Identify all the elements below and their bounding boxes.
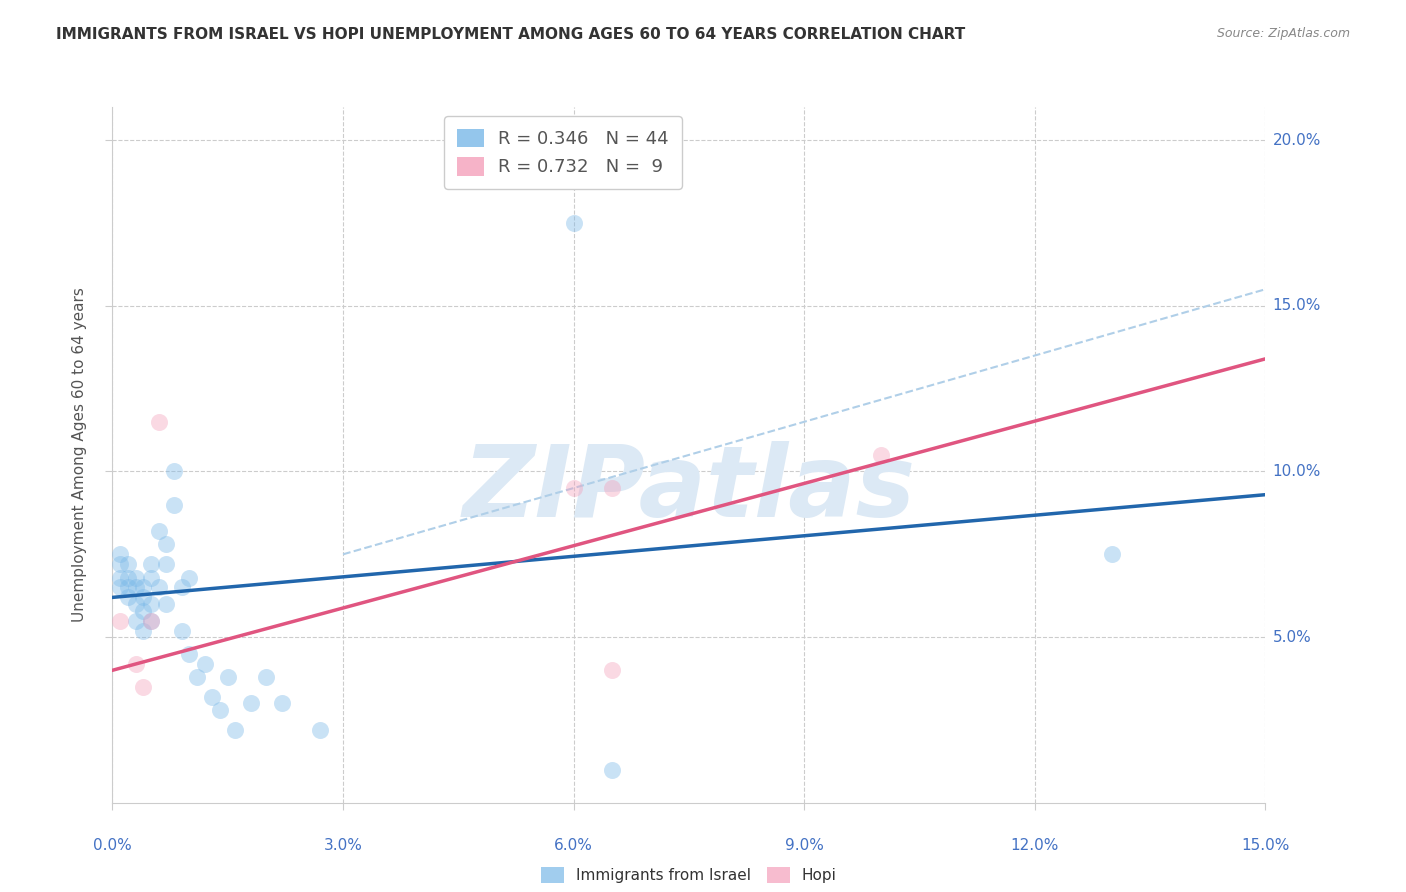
Point — [124, 597, 146, 611]
Point — [170, 581, 193, 595]
Point — [600, 663, 623, 677]
Point — [179, 647, 201, 661]
Point — [124, 570, 146, 584]
Point — [117, 591, 139, 605]
Point — [132, 581, 155, 595]
Point — [139, 614, 162, 628]
Point — [194, 657, 217, 671]
Point — [139, 597, 162, 611]
Point — [870, 448, 893, 462]
Point — [254, 670, 277, 684]
Legend: Immigrants from Israel, Hopi: Immigrants from Israel, Hopi — [531, 858, 846, 892]
Point — [170, 624, 193, 638]
Point — [179, 570, 201, 584]
Point — [224, 723, 246, 737]
Point — [1101, 547, 1123, 561]
Point — [132, 591, 155, 605]
Point — [124, 657, 146, 671]
Point — [124, 614, 146, 628]
Point — [108, 614, 131, 628]
Point — [201, 690, 224, 704]
Point — [108, 547, 131, 561]
Text: 15.0%: 15.0% — [1272, 298, 1320, 313]
Point — [117, 558, 139, 572]
Text: 10.0%: 10.0% — [1272, 464, 1320, 479]
Point — [132, 624, 155, 638]
Point — [108, 570, 131, 584]
Text: 3.0%: 3.0% — [323, 838, 363, 854]
Point — [139, 570, 162, 584]
Point — [209, 703, 232, 717]
Point — [124, 581, 146, 595]
Text: 9.0%: 9.0% — [785, 838, 824, 854]
Text: 15.0%: 15.0% — [1241, 838, 1289, 854]
Point — [163, 465, 186, 479]
Y-axis label: Unemployment Among Ages 60 to 64 years: Unemployment Among Ages 60 to 64 years — [72, 287, 87, 623]
Point — [155, 597, 177, 611]
Point — [148, 415, 170, 429]
Point — [108, 558, 131, 572]
Point — [239, 697, 262, 711]
Point — [600, 481, 623, 495]
Text: ZIPatlas: ZIPatlas — [463, 442, 915, 538]
Point — [186, 670, 208, 684]
Point — [155, 558, 177, 572]
Point — [139, 558, 162, 572]
Point — [270, 697, 292, 711]
Point — [562, 216, 585, 230]
Point — [132, 604, 155, 618]
Point — [217, 670, 239, 684]
Point — [117, 581, 139, 595]
Point — [600, 763, 623, 777]
Text: IMMIGRANTS FROM ISRAEL VS HOPI UNEMPLOYMENT AMONG AGES 60 TO 64 YEARS CORRELATIO: IMMIGRANTS FROM ISRAEL VS HOPI UNEMPLOYM… — [56, 27, 966, 42]
Text: Source: ZipAtlas.com: Source: ZipAtlas.com — [1216, 27, 1350, 40]
Point — [309, 723, 332, 737]
Text: 0.0%: 0.0% — [93, 838, 132, 854]
Text: 6.0%: 6.0% — [554, 838, 593, 854]
Point — [148, 524, 170, 538]
Point — [155, 537, 177, 551]
Text: 12.0%: 12.0% — [1011, 838, 1059, 854]
Point — [117, 570, 139, 584]
Point — [132, 680, 155, 694]
Point — [562, 481, 585, 495]
Point — [148, 581, 170, 595]
Point — [163, 498, 186, 512]
Text: 20.0%: 20.0% — [1272, 133, 1320, 148]
Point — [139, 614, 162, 628]
Text: 5.0%: 5.0% — [1272, 630, 1312, 645]
Point — [108, 581, 131, 595]
